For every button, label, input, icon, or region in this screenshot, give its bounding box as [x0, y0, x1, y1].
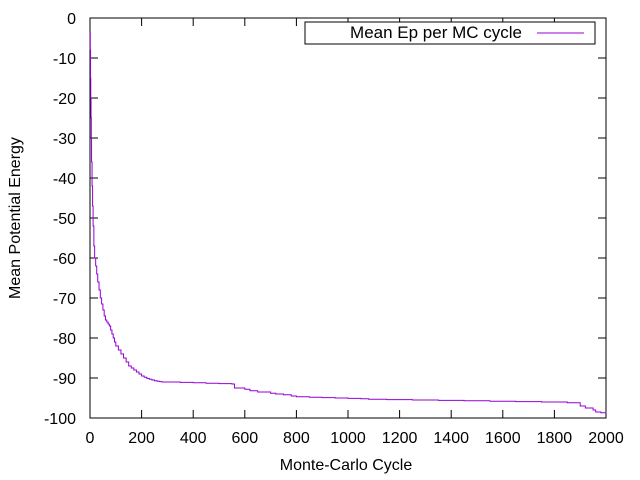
x-tick-label: 0 — [86, 430, 95, 447]
tick-labels: 0 200 400 600 800 1000 1200 1400 1600 1800 2000 0 -1… — [44, 11, 624, 447]
y-tick-label: -100 — [44, 411, 76, 428]
y-tick-label: -90 — [53, 371, 76, 388]
y-axis-title: Mean Potential Energy — [7, 137, 24, 299]
x-tick-label: 1600 — [485, 430, 521, 447]
series-layer — [89, 31, 607, 414]
x-tick-label: 1000 — [330, 430, 366, 447]
y-tick-label: -60 — [53, 251, 76, 268]
legend: Mean Ep per MC cycle — [304, 21, 596, 45]
y-tick-label: -50 — [53, 211, 76, 228]
legend-label: Mean Ep per MC cycle — [350, 23, 522, 42]
y-tick-label: -30 — [53, 131, 76, 148]
y-tick-label: -80 — [53, 331, 76, 348]
x-tick-label: 200 — [128, 430, 155, 447]
y-tick-label: -20 — [53, 91, 76, 108]
x-tick-label: 1800 — [537, 430, 573, 447]
x-tick-label: 800 — [283, 430, 310, 447]
ticks — [89, 17, 607, 419]
x-tick-label: 1400 — [433, 430, 469, 447]
y-tick-label: 0 — [67, 11, 76, 28]
y-tick-label: -40 — [53, 171, 76, 188]
x-tick-label: 600 — [231, 430, 258, 447]
y-tick-label: -70 — [53, 291, 76, 308]
x-axis-title: Monte-Carlo Cycle — [280, 457, 413, 474]
x-tick-label: 1200 — [382, 430, 418, 447]
y-tick-label: -10 — [53, 51, 76, 68]
x-tick-label: 400 — [180, 430, 207, 447]
series-line — [89, 31, 607, 414]
plot-frame — [89, 17, 607, 419]
x-tick-label: 2000 — [588, 430, 624, 447]
legend-box — [304, 21, 596, 45]
